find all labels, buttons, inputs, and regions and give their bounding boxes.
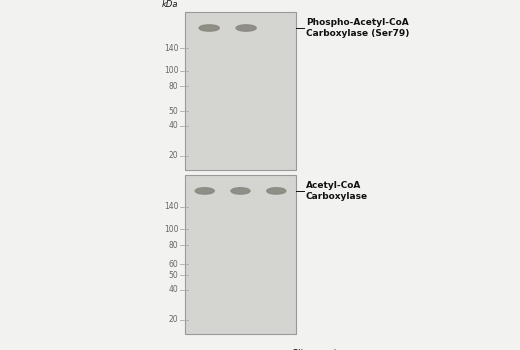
Ellipse shape	[267, 188, 286, 194]
Text: 50: 50	[168, 271, 178, 280]
Text: 100: 100	[164, 225, 178, 234]
Text: –: –	[202, 349, 207, 350]
Text: kDa: kDa	[162, 0, 178, 9]
Text: 100: 100	[164, 66, 178, 75]
Text: 20: 20	[168, 315, 178, 324]
Text: 50: 50	[168, 107, 178, 116]
Text: Oligomycin: Oligomycin	[292, 349, 343, 350]
Bar	[185, 12, 296, 170]
Ellipse shape	[195, 188, 214, 194]
Text: 40: 40	[168, 121, 178, 130]
Text: Acetyl-CoA
Carboxylase: Acetyl-CoA Carboxylase	[306, 181, 368, 201]
Text: 140: 140	[164, 202, 178, 211]
Ellipse shape	[231, 188, 250, 194]
Text: 60: 60	[168, 260, 178, 269]
Text: Phospho-Acetyl-CoA
Carboxylase (Ser79): Phospho-Acetyl-CoA Carboxylase (Ser79)	[306, 18, 409, 38]
Text: 140: 140	[164, 44, 178, 53]
Text: +: +	[237, 349, 244, 350]
Text: 40: 40	[168, 285, 178, 294]
Text: 20: 20	[168, 151, 178, 160]
Text: +: +	[272, 349, 280, 350]
Ellipse shape	[199, 25, 219, 31]
Text: 80: 80	[168, 82, 178, 91]
Text: 80: 80	[168, 240, 178, 250]
Bar	[185, 175, 296, 334]
Ellipse shape	[236, 25, 256, 31]
